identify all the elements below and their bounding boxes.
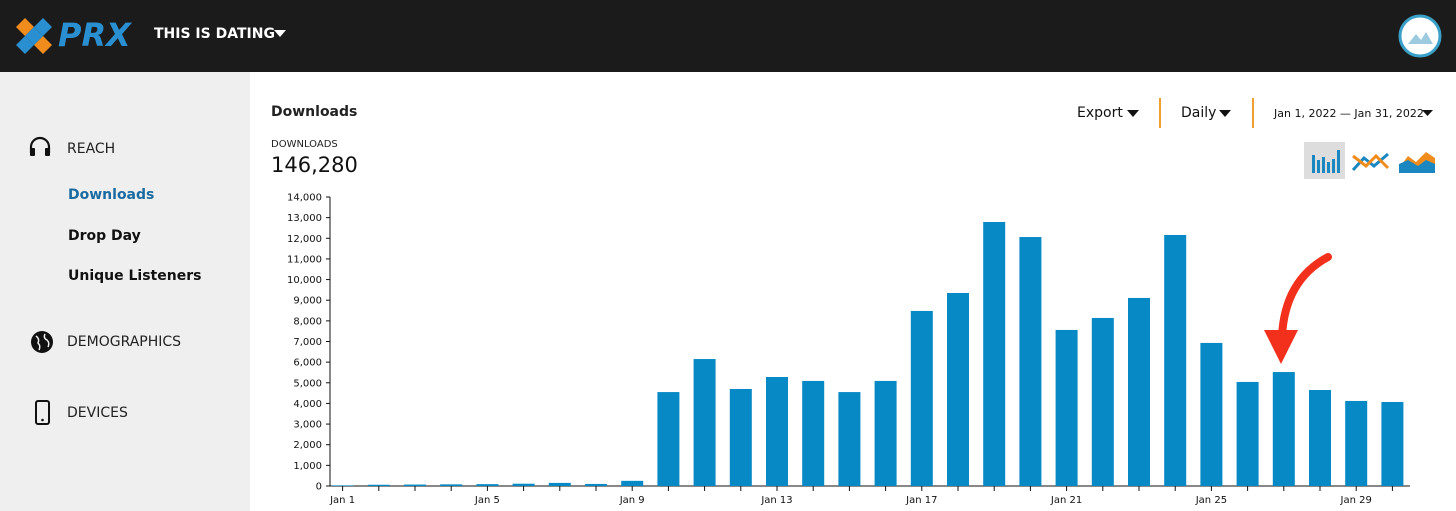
bar [1381, 401, 1404, 486]
bar [729, 388, 752, 486]
x-tick-label: Jan 13 [760, 495, 792, 506]
y-tick-label: 7,000 [293, 337, 322, 348]
y-tick-label: 8,000 [293, 316, 322, 327]
bar [440, 484, 463, 486]
bar [1345, 400, 1368, 486]
device-icon [35, 400, 50, 425]
bar [983, 221, 1006, 487]
globe-icon [31, 331, 53, 353]
reach-icon [29, 136, 51, 156]
section-label[interactable]: REACH [67, 141, 116, 157]
podcast-selector[interactable]: THIS IS DATING [154, 26, 275, 42]
caret [1127, 110, 1139, 117]
y-tick-label: 4,000 [293, 399, 322, 410]
bar [947, 292, 969, 486]
separator [1252, 98, 1254, 128]
bar [1309, 390, 1331, 486]
bar [1055, 329, 1078, 486]
bar [1236, 381, 1259, 486]
y-tick-label: 14,000 [287, 193, 322, 204]
y-tick-label: 9,000 [293, 296, 322, 307]
interval-menu[interactable]: Daily [1181, 105, 1217, 121]
chart-type-area[interactable] [1399, 152, 1435, 173]
y-tick-label: 1,000 [293, 461, 322, 472]
y-tick-label: 2,000 [293, 440, 322, 451]
panel-title: Downloads [271, 104, 358, 120]
separator [1159, 98, 1161, 128]
bar [766, 377, 788, 486]
date-range[interactable]: Jan 1, 2022 — Jan 31, 2022 [1274, 107, 1424, 120]
x-tick-label: Jan 17 [905, 495, 937, 506]
y-tick-label: 13,000 [287, 213, 322, 224]
annotation-arrow [1278, 253, 1332, 340]
bar [331, 485, 354, 486]
bar [693, 359, 716, 486]
bar [621, 480, 644, 486]
bar [838, 392, 861, 486]
y-tick-label: 0 [316, 482, 322, 493]
section-label[interactable]: DEMOGRAPHICS [67, 334, 182, 350]
x-tick-label: Jan 25 [1195, 495, 1227, 506]
bar [910, 310, 933, 486]
bar [1019, 237, 1042, 486]
x-tick-label: Jan 1 [329, 495, 355, 506]
nav-item[interactable]: Drop Day [68, 228, 141, 244]
caret [1422, 110, 1433, 116]
bar [404, 484, 426, 486]
bar [367, 484, 390, 486]
chart-type-line[interactable] [1351, 152, 1390, 172]
summary-label: DOWNLOADS [271, 139, 338, 150]
caret [274, 30, 286, 37]
bar [585, 483, 607, 486]
x-tick-label: Jan 29 [1340, 495, 1372, 506]
bar [657, 392, 680, 486]
bar [512, 483, 535, 486]
y-tick-label: 5,000 [293, 378, 322, 389]
bar [874, 380, 897, 486]
x-tick-label: Jan 21 [1050, 495, 1082, 506]
bar [476, 484, 499, 486]
x-tick-label: Jan 9 [619, 495, 645, 506]
y-tick-label: 11,000 [287, 254, 322, 265]
y-tick-label: 12,000 [287, 234, 322, 245]
chart-type-switcher [1304, 142, 1435, 179]
y-tick-label: 6,000 [293, 358, 322, 369]
summary-total: 146,280 [271, 153, 358, 177]
logo-mark [16, 18, 52, 54]
nav-item[interactable]: Unique Listeners [68, 268, 202, 284]
caret [1219, 110, 1231, 117]
y-tick-label: 10,000 [287, 275, 322, 286]
annotation-arrowhead [1264, 330, 1298, 364]
bar [1164, 234, 1187, 486]
bar [548, 482, 571, 486]
nav-item[interactable]: Downloads [68, 187, 155, 203]
y-tick-label: 3,000 [293, 420, 322, 431]
sidebar: REACH Downloads Drop Day Unique Listener… [0, 72, 250, 511]
x-tick-label: Jan 5 [474, 495, 500, 506]
logo-text[interactable]: PRX [58, 16, 131, 54]
bar [1200, 342, 1223, 486]
section-label[interactable]: DEVICES [67, 405, 128, 421]
avatar[interactable] [1398, 14, 1442, 58]
bar [1091, 317, 1114, 486]
bar [1272, 372, 1295, 486]
bar [802, 380, 825, 486]
export-menu[interactable]: Export [1077, 105, 1123, 121]
bar [1128, 297, 1150, 486]
top-bar: PRX THIS IS DATING [0, 0, 1456, 72]
